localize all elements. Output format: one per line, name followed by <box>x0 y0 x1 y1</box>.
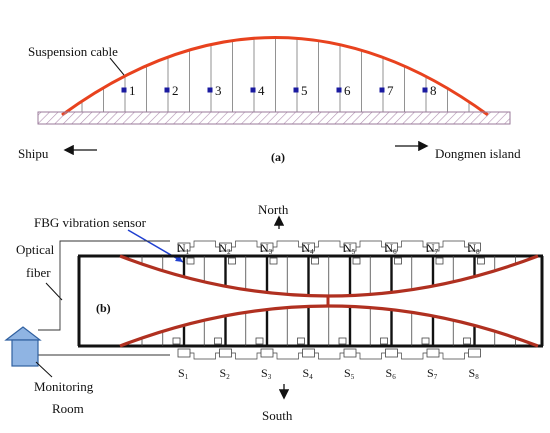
south-fiber-link <box>314 352 344 360</box>
north-fiber-link <box>231 240 261 248</box>
south-sensor-labels: S1 S2 S3 S4 S5 S6 S7 S8 <box>178 366 479 381</box>
north-fiber-link <box>190 240 220 248</box>
south-fiber-link <box>231 352 261 360</box>
panel-a: 1 2 3 4 5 6 7 8 Suspension cable Shipu (a) Dong… <box>18 36 521 164</box>
deck-sensor-marker <box>379 87 385 93</box>
south-fiber-link <box>356 352 386 360</box>
south-sensor-clip <box>380 337 388 345</box>
deck-sensor-group: 1 2 3 4 5 6 7 8 <box>121 83 437 98</box>
south-sensor-box <box>219 348 232 358</box>
north-sensor-clip <box>311 257 319 265</box>
north-arch-rib <box>119 254 539 298</box>
south-sensor-box <box>426 348 440 358</box>
hanger-group <box>81 37 470 112</box>
deck-frame <box>77 254 544 348</box>
south-sensor-clip <box>172 337 181 345</box>
south-sensor-box <box>302 348 315 358</box>
south-sensor-clip <box>214 337 222 345</box>
south-sensor-clip <box>255 337 264 345</box>
south-arch-rib <box>119 304 539 348</box>
south-fiber-link <box>397 352 427 360</box>
north-sensor-box <box>468 242 481 252</box>
fiber-label: fiber <box>26 265 51 280</box>
south-sensor-clip <box>338 337 347 345</box>
deck-sensor-marker <box>250 87 256 93</box>
deck-sensor-number: 7 <box>387 83 394 98</box>
room-label: Room <box>52 401 84 416</box>
optical-label: Optical <box>16 242 55 257</box>
deck-sensor-number: 5 <box>301 83 308 98</box>
cable-leader-line <box>109 57 125 76</box>
south-sensor-box <box>260 348 274 358</box>
north-sensor-clip <box>352 257 361 265</box>
south-sensor-boxes <box>172 337 481 360</box>
deck-sensor-marker <box>336 87 342 93</box>
north-sensor-clip <box>228 257 236 265</box>
dongmen-island-label: Dongmen island <box>435 146 521 161</box>
south-sensor-label: S3 <box>261 366 272 381</box>
deck-sensor-number: 2 <box>172 83 179 98</box>
south-sensor-label: S7 <box>427 366 438 381</box>
north-sensor-clip <box>186 257 195 265</box>
panel-a-label: (a) <box>271 150 285 164</box>
shipu-label: Shipu <box>18 146 49 161</box>
south-sensor-label: S2 <box>220 366 231 381</box>
deck-sensor-marker <box>121 87 127 93</box>
south-sensor-label: S1 <box>178 366 189 381</box>
arch-cable <box>61 36 489 117</box>
deck-sensor-marker <box>164 87 170 93</box>
north-sensor-clip <box>394 257 402 265</box>
south-sensor-label: S8 <box>469 366 480 381</box>
north-fiber-link <box>314 240 344 248</box>
north-sensor-clip <box>477 257 485 265</box>
monitoring-label: Monitoring <box>34 379 94 394</box>
south-sensor-clip <box>297 337 305 345</box>
panel-b-label: (b) <box>96 301 111 315</box>
south-sensor-label: S4 <box>303 366 314 381</box>
fiber-leader-line <box>45 282 63 301</box>
north-sensor-boxes <box>177 240 485 265</box>
south-sensor-clip <box>421 337 430 345</box>
panel-b: North FBG vibration sensor Optical fiber <box>4 202 544 423</box>
deck-sensor-marker <box>422 87 428 93</box>
deck-sensor-marker <box>293 87 299 93</box>
monitoring-room-icon <box>4 326 42 367</box>
north-fiber-link <box>356 240 386 248</box>
bridge-deck <box>37 111 511 125</box>
south-sensor-box <box>343 348 357 358</box>
south-sensor-label: S5 <box>344 366 355 381</box>
deck-sensor-marker <box>207 87 213 93</box>
south-fiber-link <box>273 352 303 360</box>
north-fiber-link <box>273 240 303 248</box>
deck-sensor-number: 8 <box>430 83 437 98</box>
south-sensor-box <box>468 348 481 358</box>
south-fiber-link <box>190 352 220 360</box>
north-label: North <box>258 202 289 217</box>
north-fiber-link <box>397 240 427 248</box>
plan-hanger-group <box>141 256 516 346</box>
optical-fiber-top <box>38 240 170 331</box>
fbg-sensor-label: FBG vibration sensor <box>34 215 147 230</box>
north-fiber-link <box>439 240 469 248</box>
deck-sensor-number: 3 <box>215 83 222 98</box>
deck-sensor-number: 6 <box>344 83 351 98</box>
room-leader-line <box>35 361 53 378</box>
north-sensor-labels: N1 N2 N3 N4 N5 N6 N7 N8 <box>177 241 480 256</box>
south-sensor-box <box>385 348 398 358</box>
south-sensor-box <box>177 348 191 358</box>
north-sensor-clip <box>269 257 278 265</box>
south-label: South <box>262 408 293 423</box>
south-sensor-clip <box>463 337 471 345</box>
south-sensor-label: S6 <box>386 366 397 381</box>
north-sensor-clip <box>435 257 444 265</box>
south-fiber-link <box>439 352 469 360</box>
suspension-cable-label: Suspension cable <box>28 44 118 59</box>
fbg-pointer-head <box>175 255 183 262</box>
deck-sensor-number: 1 <box>129 83 136 98</box>
deck-sensor-number: 4 <box>258 83 265 98</box>
